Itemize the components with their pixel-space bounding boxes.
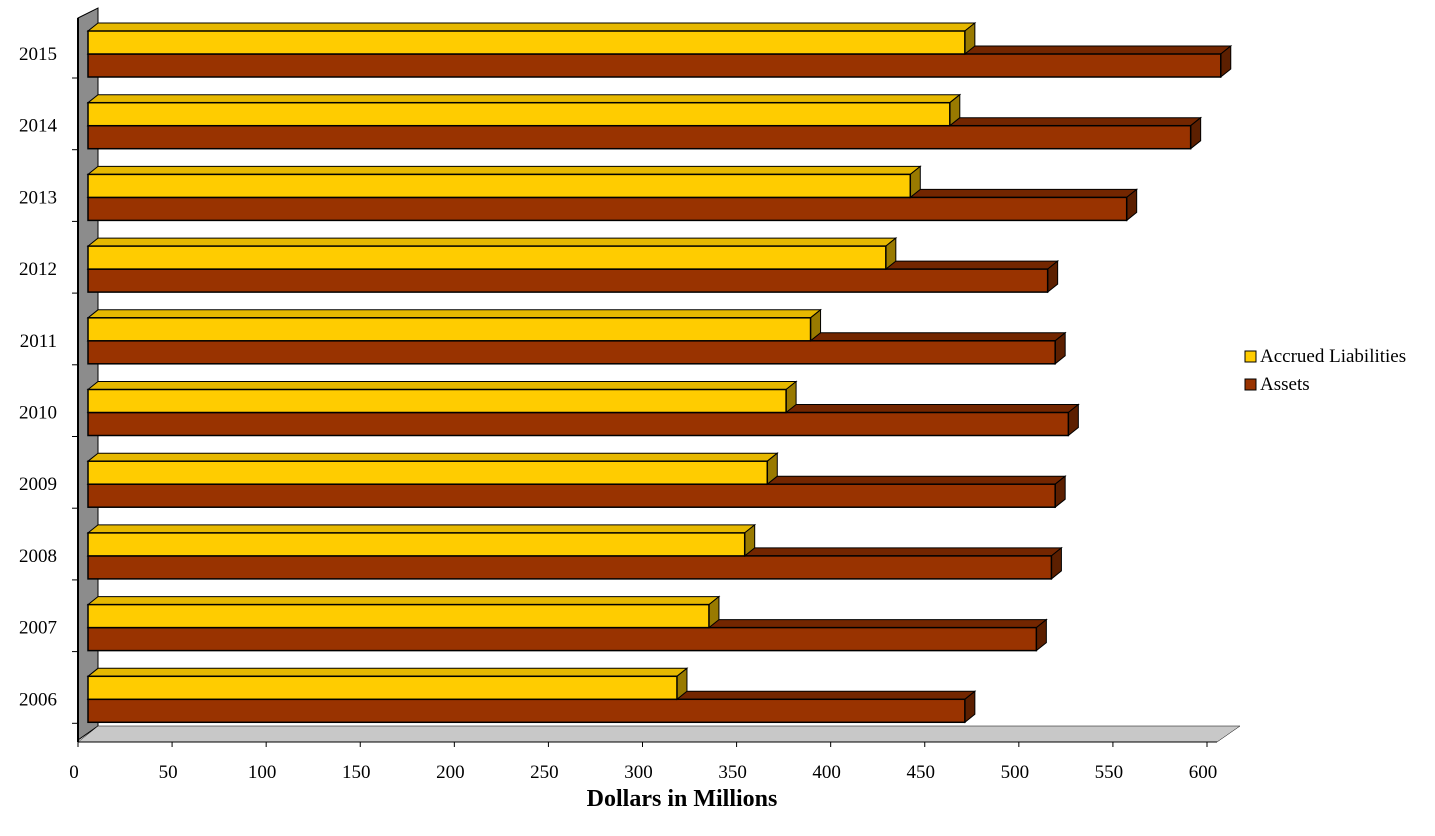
x-axis-tick-labels: 0 50 100 150 200 250 300 350 400 450 500 550 600	[69, 741, 1218, 783]
x-tick-label: 450	[907, 762, 936, 783]
bar-front-face	[87, 245, 887, 270]
legend-swatch	[1244, 350, 1257, 363]
legend-label: Assets	[1260, 374, 1310, 395]
bar-front-face	[87, 196, 1128, 222]
bar-accrued-liabilities-2008	[86, 523, 757, 557]
x-tick-label: 250	[530, 762, 559, 783]
y-tick-label: 2007	[19, 618, 57, 639]
bar-front-face	[87, 411, 1070, 437]
legend-swatch	[1244, 378, 1257, 391]
bar-accrued-liabilities-2010	[86, 380, 798, 414]
bar-top-face	[86, 381, 798, 390]
bar-front-face	[87, 173, 912, 199]
bar-front-face	[87, 532, 746, 557]
y-tick-label: 2011	[20, 331, 57, 352]
bar-top-face	[86, 452, 779, 462]
bar-series-group	[86, 21, 1233, 724]
bar-top-face	[86, 94, 962, 104]
bar-front-face	[87, 483, 1056, 508]
bar-top-face	[86, 596, 721, 606]
bar-top-face	[86, 237, 898, 247]
chart-floor	[77, 725, 1241, 743]
x-tick-label: 550	[1095, 762, 1124, 783]
bar-front-face	[87, 460, 769, 485]
y-tick-label: 2015	[19, 44, 57, 65]
x-tick-label: 500	[1001, 762, 1030, 783]
y-tick-label: 2009	[19, 474, 57, 495]
bar-top-face	[86, 165, 922, 175]
bar-accrued-liabilities-2015	[86, 21, 977, 56]
bar-accrued-liabilities-2013	[86, 165, 922, 199]
x-tick-label: 100	[248, 762, 277, 783]
bar-accrued-liabilities-2014	[86, 93, 962, 127]
bar-front-face	[87, 317, 812, 342]
y-axis-tick-labels: 2006 2007 2008 2009 2010 2011 2012 2013 2014 2015	[19, 44, 78, 724]
legend-item-assets: Assets	[1244, 374, 1310, 395]
bar-front-face	[87, 388, 787, 414]
bar-front-face	[87, 340, 1056, 365]
legend: Accrued Liabilities Assets	[1244, 346, 1406, 395]
bar-front-face	[87, 53, 1222, 78]
x-tick-label: 150	[342, 762, 371, 783]
bar-top-face	[86, 309, 822, 319]
x-axis-title: Dollars in Millions	[587, 786, 778, 812]
bar-front-face	[87, 101, 951, 127]
x-tick-label: 50	[159, 762, 178, 783]
bar-accrued-liabilities-2006	[86, 667, 689, 701]
bar-front-face	[87, 124, 1192, 150]
x-tick-label: 600	[1189, 762, 1218, 783]
bar-top-face	[86, 22, 977, 32]
y-tick-label: 2014	[19, 116, 58, 137]
bar-top-face	[86, 667, 689, 677]
bar-top-face	[86, 524, 757, 534]
floor-plane	[77, 725, 1241, 743]
x-tick-label: 300	[624, 762, 653, 783]
bar-front-face	[87, 555, 1053, 580]
bar-accrued-liabilities-2012	[86, 237, 898, 271]
y-tick-label: 2013	[19, 187, 57, 208]
bar-front-face	[87, 268, 1049, 293]
legend-label: Accrued Liabilities	[1260, 346, 1406, 367]
y-tick-label: 2006	[19, 689, 57, 710]
bar-accrued-liabilities-2011	[86, 308, 822, 342]
legend-item-accrued-liabilities: Accrued Liabilities	[1244, 346, 1406, 367]
bar-front-face	[87, 603, 710, 629]
x-tick-label: 400	[812, 762, 841, 783]
y-tick-label: 2010	[19, 403, 57, 424]
bar-front-face	[87, 30, 966, 55]
bar-front-face	[87, 698, 966, 724]
bar-front-face	[87, 675, 678, 701]
bar-accrued-liabilities-2009	[86, 452, 779, 486]
x-tick-label: 200	[436, 762, 465, 783]
y-tick-label: 2012	[19, 259, 57, 280]
bar-accrued-liabilities-2007	[86, 595, 721, 629]
x-tick-label: 350	[718, 762, 747, 783]
y-tick-label: 2008	[19, 546, 57, 567]
bar-front-face	[87, 626, 1038, 652]
x-tick-label: 0	[69, 762, 79, 783]
